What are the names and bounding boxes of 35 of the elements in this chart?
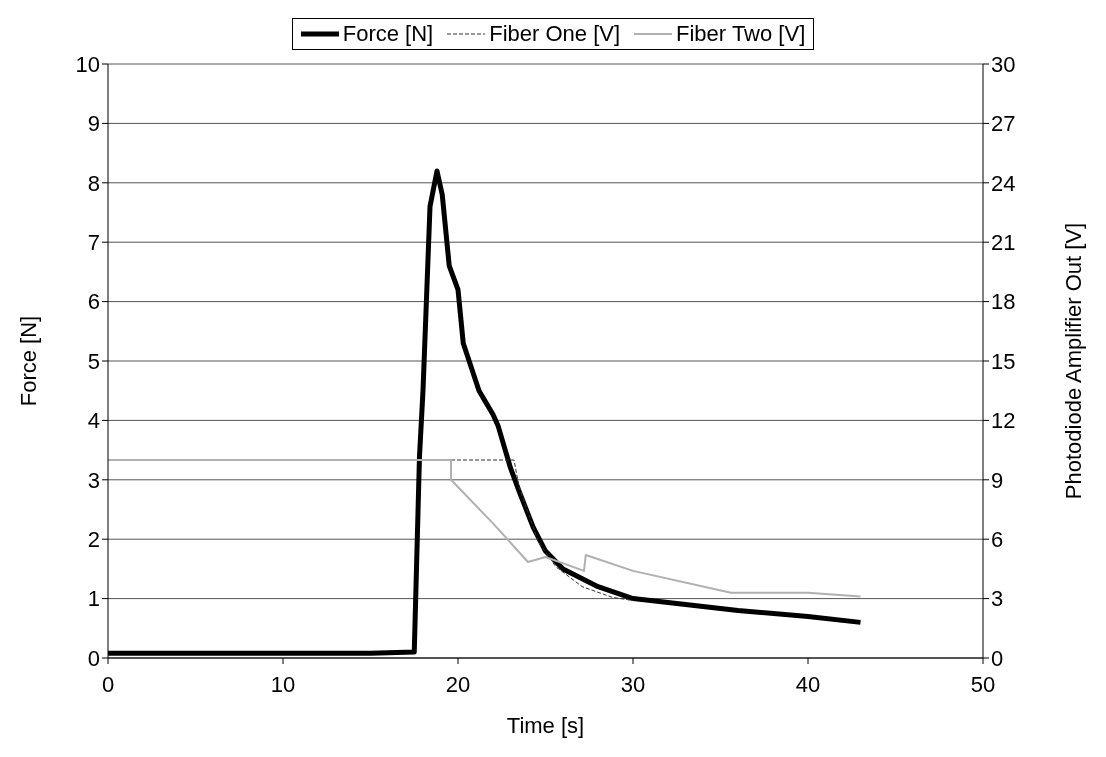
y2-tick-label: 30 bbox=[991, 51, 1016, 77]
y2-tick-label: 21 bbox=[991, 230, 1016, 256]
legend-label: Fiber One [V] bbox=[489, 21, 621, 47]
y-tick-label: 5 bbox=[87, 348, 100, 374]
line-series bbox=[450, 459, 634, 602]
legend-label: Force [N] bbox=[342, 21, 434, 47]
y2-tick-label: 9 bbox=[991, 467, 1004, 493]
x-tick-label: 50 bbox=[970, 671, 996, 697]
y2-tick-label: 3 bbox=[991, 586, 1004, 612]
y2-tick-label: 0 bbox=[991, 645, 1004, 671]
y2-tick-label: 27 bbox=[991, 111, 1016, 137]
x-tick-label: 10 bbox=[270, 671, 296, 697]
y-tick-label: 2 bbox=[87, 527, 100, 553]
y2-tick-label: 18 bbox=[991, 289, 1016, 315]
y-tick-label: 4 bbox=[87, 408, 100, 434]
y2-axis-title: Photodiode Amplifier Out [V] bbox=[1060, 222, 1086, 500]
y-tick-label: 9 bbox=[87, 111, 100, 137]
x-tick-label: 40 bbox=[795, 671, 821, 697]
line-series bbox=[108, 459, 862, 598]
y-tick-label: 1 bbox=[87, 586, 100, 612]
y-tick-label: 7 bbox=[87, 230, 100, 256]
legend-label: Fiber Two [V] bbox=[676, 21, 806, 47]
y2-tick-label: 6 bbox=[991, 527, 1004, 553]
y-axis-title: Force [N] bbox=[15, 315, 41, 407]
y2-tick-label: 12 bbox=[991, 408, 1016, 434]
x-tick-label: 20 bbox=[445, 671, 471, 697]
y-tick-label: 3 bbox=[87, 467, 100, 493]
x-tick-label: 30 bbox=[620, 671, 646, 697]
y-tick-label: 8 bbox=[87, 170, 100, 196]
y2-tick-label: 15 bbox=[991, 348, 1016, 374]
y-tick-label: 0 bbox=[87, 645, 100, 671]
y-tick-label: 10 bbox=[75, 51, 100, 77]
x-axis-title: Time [s] bbox=[506, 713, 585, 738]
y2-tick-label: 24 bbox=[991, 170, 1016, 196]
y-tick-label: 6 bbox=[87, 289, 100, 315]
